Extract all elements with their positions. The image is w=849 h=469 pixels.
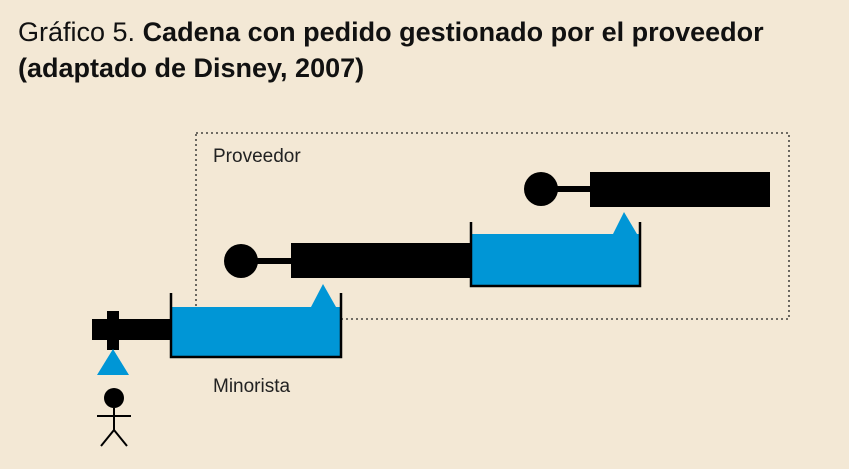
top-pipe-body [590, 172, 770, 207]
figure-number: Gráfico 5. [18, 17, 136, 47]
middle-pipe-body [291, 243, 471, 278]
figure-title: Gráfico 5. Cadena con pedido gestionado … [18, 14, 838, 86]
upper-tank [469, 212, 642, 288]
supplier-label: Proveedor [213, 146, 301, 167]
retailer-label: Minorista [213, 376, 291, 397]
middle-valve-knob [224, 244, 258, 278]
upper-tank-water [471, 234, 640, 285]
lower-tank-water [171, 307, 341, 357]
middle-valve-stem [256, 258, 291, 264]
middle-pipe [224, 243, 471, 278]
outlet-tap [107, 311, 119, 350]
outlet-pipe [92, 311, 171, 375]
top-valve-stem [556, 186, 590, 192]
top-valve-knob [524, 172, 558, 206]
upper-tank-valve-cone [613, 212, 637, 234]
supplier-boundary [195, 132, 790, 320]
lower-tank [169, 284, 343, 359]
lower-tank-valve-cone [311, 284, 336, 307]
customer-figure-icon [97, 388, 131, 447]
top-pipe [524, 172, 770, 207]
outlet-pipe-body [92, 319, 171, 340]
figure-caption: Cadena con pedido gestionado por el prov… [18, 17, 764, 83]
outlet-water-drop [97, 349, 129, 375]
